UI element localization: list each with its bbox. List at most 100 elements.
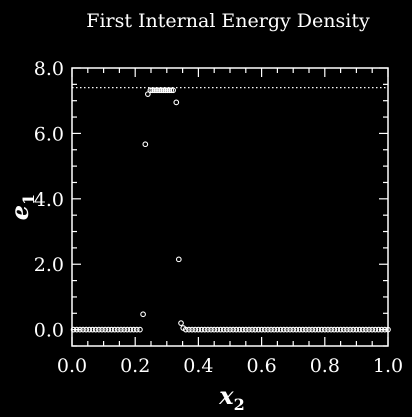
data-point	[293, 326, 300, 333]
data-point	[344, 326, 350, 333]
data-point	[151, 87, 158, 94]
data-point	[208, 326, 214, 333]
data-point	[73, 326, 80, 333]
data-point	[96, 326, 102, 333]
data-point	[133, 326, 140, 333]
data-point	[328, 326, 334, 333]
data-point	[258, 326, 265, 333]
y-tick-label: 4.0	[34, 189, 64, 211]
data-point	[284, 326, 290, 333]
y-tick-label: 8.0	[34, 58, 64, 80]
data-point	[105, 326, 112, 333]
data-point	[121, 326, 127, 333]
data-point	[366, 326, 372, 333]
data-point	[162, 87, 169, 94]
data-point	[375, 326, 382, 333]
data-point	[70, 326, 77, 333]
data-point	[274, 326, 281, 333]
data-point	[318, 326, 325, 333]
data-point	[198, 326, 205, 333]
data-point	[227, 326, 233, 333]
data-point	[173, 99, 180, 106]
x-tick-label: 0.0	[57, 355, 87, 377]
data-point	[340, 326, 347, 333]
data-point	[369, 326, 376, 333]
data-point	[205, 326, 211, 333]
data-point	[86, 326, 93, 333]
data-point	[230, 326, 237, 333]
data-point	[239, 326, 246, 333]
data-point	[137, 326, 143, 333]
data-point	[182, 326, 189, 333]
data-point	[124, 326, 131, 333]
data-point	[80, 326, 86, 333]
data-point	[108, 326, 115, 333]
data-point	[118, 326, 124, 333]
y-axis-label-main: e	[5, 205, 34, 220]
data-point	[189, 326, 195, 333]
data-point	[265, 326, 271, 333]
data-point	[334, 326, 341, 333]
data-point	[92, 326, 99, 333]
data-point	[130, 326, 137, 333]
data-point	[223, 326, 230, 333]
data-point	[178, 320, 184, 326]
data-point	[99, 326, 105, 333]
data-point	[321, 326, 328, 333]
data-point	[211, 326, 218, 333]
data-point	[381, 326, 388, 333]
data-point	[280, 326, 287, 333]
data-point	[140, 311, 146, 318]
data-point	[331, 326, 338, 333]
data-point	[149, 87, 156, 94]
data-point	[271, 326, 278, 333]
data-point	[372, 326, 379, 333]
y-axis-label: e1	[5, 194, 38, 220]
data-point	[233, 326, 240, 333]
data-point	[252, 326, 259, 333]
data-point	[192, 326, 199, 333]
data-point	[77, 326, 83, 333]
y-tick-label: 2.0	[34, 254, 64, 276]
data-point	[201, 326, 208, 333]
data-point	[111, 326, 118, 333]
data-point	[261, 326, 268, 333]
x-tick-label: 0.8	[310, 355, 340, 377]
chart-title: First Internal Energy Density	[86, 10, 370, 32]
y-tick-label: 6.0	[34, 123, 64, 145]
data-point	[302, 326, 309, 333]
data-point	[217, 326, 224, 333]
data-point	[306, 326, 312, 333]
x-axis-label-main: x	[218, 381, 234, 410]
data-point	[347, 326, 353, 333]
data-point	[142, 141, 149, 148]
axis-ticks	[71, 67, 389, 347]
x-axis-label-sub: 2	[234, 395, 245, 414]
x-axis-label: x2	[218, 381, 244, 414]
data-point	[127, 326, 134, 333]
data-point	[268, 326, 274, 333]
x-tick-label: 0.4	[183, 355, 213, 377]
data-point	[158, 87, 165, 94]
x-tick-label: 0.6	[246, 355, 276, 377]
data-point	[114, 326, 121, 333]
data-point	[147, 87, 154, 94]
data-point	[309, 326, 316, 333]
data-point	[249, 326, 255, 333]
x-tick-label: 0.2	[120, 355, 150, 377]
data-point	[186, 326, 192, 333]
x-tick-label: 1.0	[373, 355, 403, 377]
data-point	[246, 326, 252, 333]
data-point	[337, 326, 344, 333]
data-point	[290, 326, 297, 333]
data-points	[70, 87, 391, 333]
data-point	[83, 326, 90, 333]
data-point	[378, 326, 385, 333]
data-point	[195, 326, 202, 333]
data-point	[296, 326, 303, 333]
data-point	[102, 326, 109, 333]
data-point	[89, 326, 96, 333]
data-point	[144, 91, 151, 98]
data-point	[166, 87, 173, 94]
data-point	[156, 87, 163, 94]
